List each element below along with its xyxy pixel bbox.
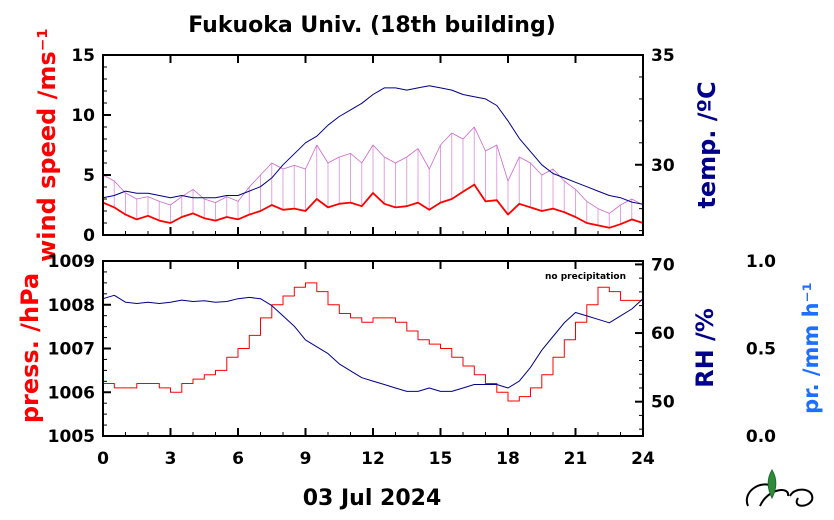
y-tick-label: 1.0 xyxy=(746,252,776,272)
y-tick-label: 1006 xyxy=(48,383,95,403)
logo-leaf xyxy=(767,469,777,500)
wind-y-ticks: 0 5 10 15 xyxy=(71,46,111,246)
temperature-series xyxy=(102,85,644,205)
y-tick-label: 50 xyxy=(651,393,675,413)
date-label: 03 Jul 2024 xyxy=(303,486,442,511)
pressure-y-ticks: 1005 1006 1007 1008 1009 xyxy=(48,252,111,447)
rh-line xyxy=(102,294,644,392)
x-tick-label: 12 xyxy=(361,449,385,469)
rh-y-ticks: 50 60 70 xyxy=(635,255,675,430)
rh-series xyxy=(102,294,644,392)
no-precip-annotation: no precipitation xyxy=(545,272,626,282)
bottom-panel: 0 3 6 9 12 15 18 21 24 1005 1006 1007 1008 1009 50 60… xyxy=(16,252,823,469)
wind-axis-label: wind speed /ms⁻¹ xyxy=(33,28,61,262)
temp-y-ticks: 30 35 xyxy=(635,46,675,232)
pressure-series xyxy=(102,282,644,402)
x-tick-label: 0 xyxy=(97,449,109,469)
wind-mean-series xyxy=(102,183,644,229)
y-tick-label: 35 xyxy=(651,46,675,66)
y-tick-label: 70 xyxy=(651,255,675,275)
y-tick-label: 15 xyxy=(71,46,95,66)
y-tick-label: 1008 xyxy=(48,296,95,316)
y-tick-label: 30 xyxy=(651,156,675,176)
bottom-plot-frame xyxy=(102,260,644,437)
x-tick-label: 24 xyxy=(631,449,655,469)
x-tick-label: 21 xyxy=(564,449,588,469)
precip-y-ticks: 0.0 0.5 1.0 xyxy=(746,252,776,447)
precip-axis-label: pr. /mm h⁻¹ xyxy=(799,282,823,414)
x-tick-label: 15 xyxy=(429,449,453,469)
y-tick-label: 1007 xyxy=(48,340,95,360)
pressure-axis-label: press. /hPa xyxy=(16,273,44,423)
x-tick-label: 6 xyxy=(232,449,244,469)
top-panel: 0 5 10 15 30 35 wind speed /ms⁻¹ temp. /ºC xyxy=(33,28,721,262)
y-tick-label: 0.0 xyxy=(746,427,776,447)
top-x-ticks xyxy=(102,55,644,235)
y-tick-label: 0 xyxy=(83,226,95,246)
y-tick-label: 5 xyxy=(83,166,95,186)
bottom-x-ticks: 0 3 6 9 12 15 18 21 24 xyxy=(97,261,655,469)
x-tick-label: 18 xyxy=(496,449,520,469)
y-tick-label: 60 xyxy=(651,324,675,344)
logo-strokes xyxy=(745,483,814,507)
x-tick-label: 9 xyxy=(300,449,312,469)
y-tick-label: 1009 xyxy=(48,252,95,272)
rh-axis-label: RH /% xyxy=(691,308,719,388)
y-tick-label: 0.5 xyxy=(746,340,776,360)
y-tick-label: 10 xyxy=(71,106,95,126)
x-tick-label: 3 xyxy=(165,449,177,469)
lab-logo xyxy=(745,469,814,507)
y-tick-label: 1005 xyxy=(48,427,95,447)
temp-axis-label: temp. /ºC xyxy=(693,81,721,208)
chart-title: Fukuoka Univ. (18th building) xyxy=(188,13,556,38)
